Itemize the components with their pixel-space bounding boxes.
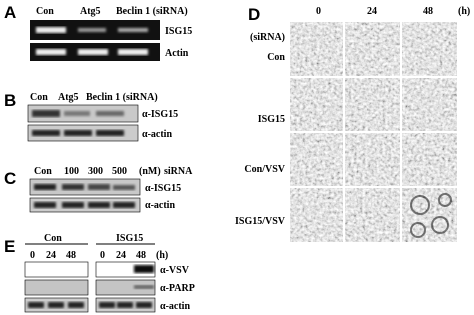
lane-label: Con	[34, 166, 52, 177]
panel-b: B Con Atg5 Beclin 1 (siRNA) α-ISG15 α-ac…	[4, 91, 178, 142]
group-label: Con	[44, 233, 62, 244]
blot	[29, 197, 141, 213]
time-label: 0	[30, 250, 35, 261]
cell-cluster	[431, 216, 449, 234]
time-label: 24	[46, 250, 56, 261]
micrograph	[345, 133, 400, 186]
time-label: 48	[423, 6, 433, 17]
panel-d: D 0 24 48 (h) (siRNA) Con ISG15 Con/VSV …	[235, 5, 470, 242]
row-label: ISG15/VSV	[235, 216, 286, 227]
blot	[24, 279, 89, 296]
band-label: α-PARP	[160, 283, 195, 294]
panel-label: B	[4, 91, 16, 110]
lane-label: Con	[30, 92, 48, 103]
row-label: Con/VSV	[244, 164, 285, 175]
band-label: ISG15	[165, 26, 192, 37]
micrograph	[290, 188, 343, 242]
lane-label: 300	[88, 166, 103, 177]
lane-label: (nM)	[139, 166, 161, 177]
panel-c: C Con 100 300 500 (nM) siRNA α-ISG15 α-a…	[4, 166, 193, 213]
micrograph	[290, 133, 343, 186]
band-label: α-ISG15	[142, 109, 178, 120]
row-label: Con	[267, 52, 285, 63]
row-label: ISG15	[258, 114, 285, 125]
panel-label: D	[248, 5, 260, 24]
lane-label: Atg5	[58, 92, 79, 103]
cell-cluster	[438, 193, 452, 207]
time-label: 0	[316, 6, 321, 17]
lane-label: Beclin 1 (siRNA)	[86, 92, 158, 103]
micrograph	[345, 78, 400, 131]
time-unit: (h)	[156, 250, 168, 261]
band-label: α-ISG15	[145, 183, 181, 194]
panel-a: A Con Atg5 Beclin 1 (siRNA) ISG15 Actin	[4, 3, 192, 61]
micrograph	[290, 78, 343, 131]
blot	[29, 178, 141, 196]
blot	[24, 261, 89, 278]
panel-label: E	[4, 237, 15, 256]
time-label: 24	[367, 6, 377, 17]
time-label: 0	[100, 250, 105, 261]
blot	[95, 279, 156, 296]
panel-label: A	[4, 3, 16, 22]
cell-cluster	[410, 195, 430, 215]
row-header: (siRNA)	[250, 32, 285, 43]
micrograph	[402, 22, 457, 76]
time-label: 24	[116, 250, 126, 261]
lane-label: Con	[36, 6, 54, 17]
group-label: ISG15	[116, 233, 143, 244]
micrograph-grid	[290, 22, 457, 242]
lane-label: Atg5	[80, 6, 101, 17]
micrograph	[345, 22, 400, 76]
micrograph	[345, 188, 400, 242]
micrograph	[402, 133, 457, 186]
micrograph	[290, 22, 343, 76]
band-label: α-actin	[145, 200, 175, 211]
micrograph	[402, 78, 457, 131]
band-label: α-actin	[160, 301, 190, 312]
lane-label: 500	[112, 166, 127, 177]
band-label: α-actin	[142, 129, 172, 140]
time-label: 48	[136, 250, 146, 261]
panel-e: E Con ISG15 0 24 48 0 24 48 (h) α-VSV α-…	[4, 233, 195, 313]
lane-label: Beclin 1 (siRNA)	[116, 6, 188, 17]
lane-label: siRNA	[164, 166, 193, 177]
time-label: 48	[66, 250, 76, 261]
band-label: α-VSV	[160, 265, 190, 276]
cell-cluster	[410, 222, 426, 238]
band-label: Actin	[165, 48, 189, 59]
lane-label: 100	[64, 166, 79, 177]
time-unit: (h)	[458, 6, 470, 17]
panel-label: C	[4, 169, 16, 188]
